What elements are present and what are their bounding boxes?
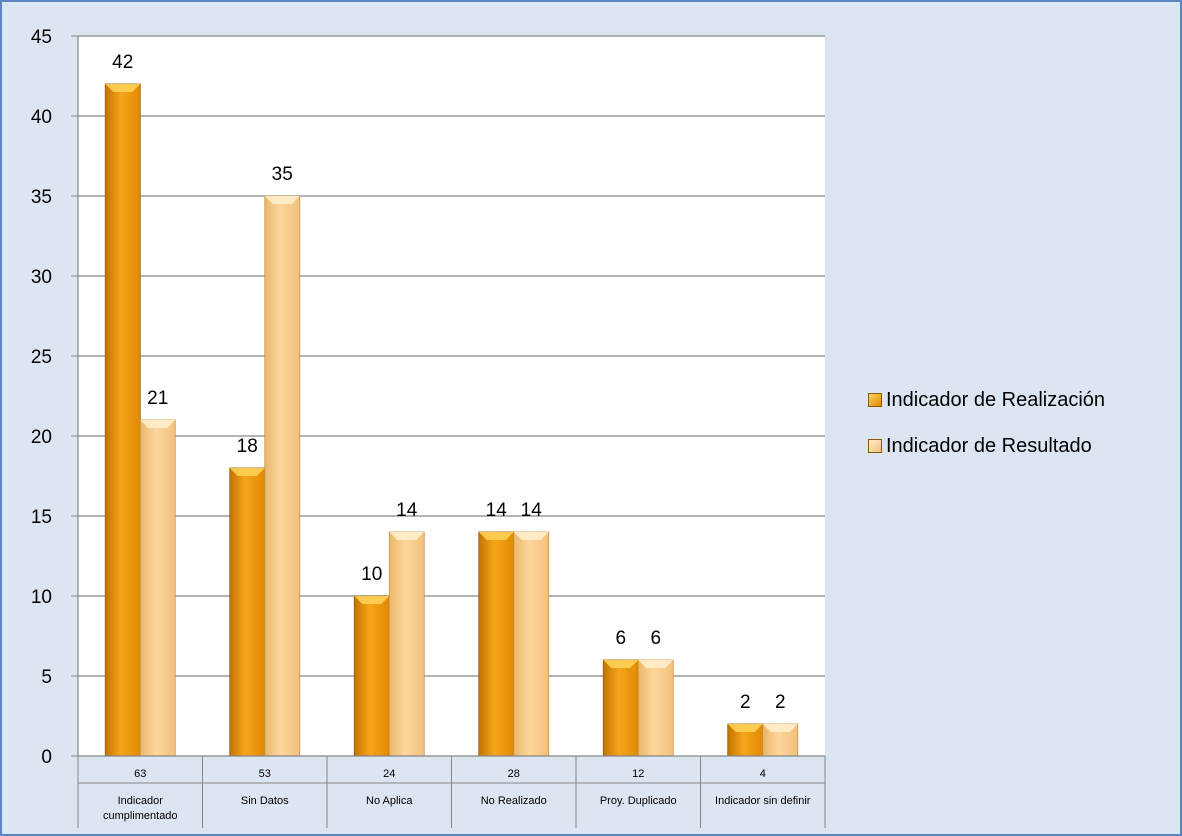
- data-label: 35: [272, 164, 293, 185]
- bar-bevel: [264, 196, 300, 204]
- y-tick-label: 15: [31, 507, 52, 528]
- bar-bevel: [638, 660, 674, 668]
- bar-bevel: [478, 532, 514, 540]
- bar: [602, 659, 639, 757]
- category-count: 12: [632, 768, 644, 780]
- y-tick-label: 5: [41, 667, 52, 688]
- category-label: No Realizado: [481, 795, 547, 807]
- data-label: 6: [650, 628, 661, 649]
- category-count: 4: [760, 768, 766, 780]
- bar: [139, 419, 176, 757]
- bar-bevel: [513, 532, 549, 540]
- y-tick-label: 30: [31, 267, 52, 288]
- legend: Indicador de Realización Indicador de Re…: [868, 386, 1105, 478]
- y-tick-label: 20: [31, 427, 52, 448]
- bar-bevel: [354, 596, 390, 604]
- bar: [637, 659, 674, 757]
- category-label: No Aplica: [366, 795, 413, 807]
- data-label: 14: [486, 500, 508, 521]
- bar-bevel: [229, 468, 265, 476]
- bar: [264, 195, 301, 757]
- bar: [104, 83, 141, 757]
- legend-item-resultado: Indicador de Resultado: [868, 432, 1105, 460]
- legend-item-realizacion: Indicador de Realización: [868, 386, 1105, 414]
- category-label: cumplimentado: [103, 810, 178, 822]
- bar: [513, 531, 550, 757]
- bar-bevel: [140, 420, 176, 428]
- bar-bevel: [762, 724, 798, 732]
- data-label: 2: [775, 692, 786, 713]
- bar-bevel: [105, 84, 141, 92]
- legend-swatch-realizacion: [868, 393, 882, 407]
- y-tick-label: 10: [31, 587, 52, 608]
- data-label: 10: [361, 564, 382, 585]
- category-count: 28: [508, 768, 520, 780]
- y-tick-label: 35: [31, 187, 52, 208]
- bar-bevel: [389, 532, 425, 540]
- category-label: Proy. Duplicado: [600, 795, 677, 807]
- plot-area: [78, 36, 825, 756]
- y-tick-label: 25: [31, 347, 52, 368]
- data-label: 14: [521, 500, 543, 521]
- bar: [478, 531, 515, 757]
- bar: [388, 531, 425, 757]
- category-count: 24: [383, 768, 395, 780]
- legend-label-resultado: Indicador de Resultado: [886, 434, 1092, 457]
- data-label: 14: [396, 500, 418, 521]
- bar: [353, 595, 390, 757]
- bar-bevel: [603, 660, 639, 668]
- legend-swatch-resultado: [868, 439, 882, 453]
- category-count: 53: [259, 768, 271, 780]
- category-count: 63: [134, 768, 146, 780]
- data-label: 18: [237, 436, 258, 457]
- data-label: 21: [147, 388, 168, 409]
- category-label: Indicador: [118, 795, 164, 807]
- y-tick-label: 0: [41, 747, 52, 768]
- y-tick-label: 45: [31, 27, 52, 48]
- legend-label-realizacion: Indicador de Realización: [886, 388, 1106, 411]
- category-label: Sin Datos: [241, 795, 289, 807]
- data-label: 42: [112, 52, 133, 73]
- data-label: 6: [615, 628, 626, 649]
- bar-bevel: [727, 724, 763, 732]
- data-label: 2: [740, 692, 751, 713]
- bar: [229, 467, 266, 757]
- y-tick-label: 40: [31, 107, 52, 128]
- category-label: Indicador sin definir: [715, 795, 811, 807]
